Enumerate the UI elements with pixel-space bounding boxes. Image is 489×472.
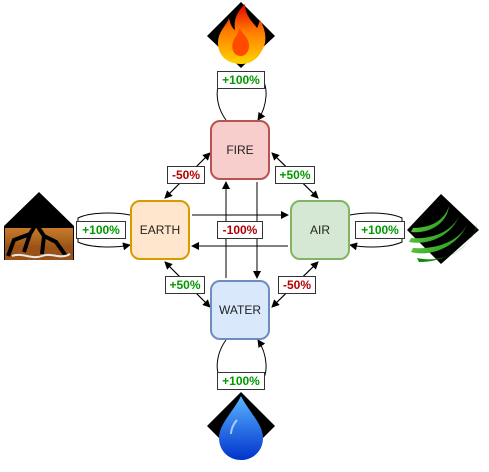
water-drop-icon xyxy=(207,392,275,460)
label-center: -100% xyxy=(217,221,263,239)
node-fire-label: FIRE xyxy=(226,143,254,157)
node-air-label: AIR xyxy=(309,223,330,237)
label-air-water: -50% xyxy=(278,276,316,294)
node-earth-label: EARTH xyxy=(139,223,181,237)
cracked-earth-icon xyxy=(4,192,74,260)
node-water[interactable]: WATER xyxy=(210,280,270,340)
node-earth[interactable]: EARTH xyxy=(130,200,190,260)
flame-icon xyxy=(207,2,275,68)
label-fire-earth: -50% xyxy=(167,166,205,184)
label-earth-water: +50% xyxy=(165,276,205,294)
node-air[interactable]: AIR xyxy=(290,200,350,260)
label-water-self: +100% xyxy=(217,372,265,390)
wind-swirl-icon xyxy=(407,194,479,264)
label-fire-self: +100% xyxy=(217,71,265,89)
label-air-self: +100% xyxy=(355,221,405,239)
label-fire-air: +50% xyxy=(275,166,315,184)
node-fire[interactable]: FIRE xyxy=(210,120,270,180)
node-water-label: WATER xyxy=(219,303,261,317)
label-earth-self: +100% xyxy=(76,221,126,239)
